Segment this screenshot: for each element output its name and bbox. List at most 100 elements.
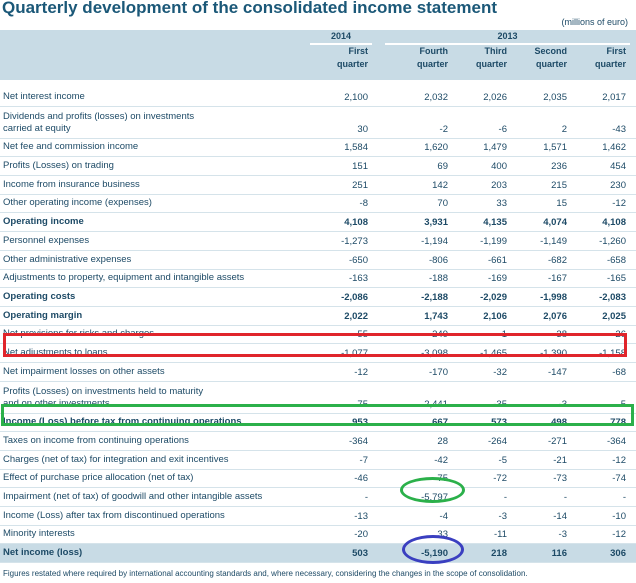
row-label: Operating margin	[3, 309, 83, 321]
cell-value: 573	[491, 417, 507, 429]
cell-value: 2,106	[483, 310, 507, 322]
cell-value: 953	[352, 417, 368, 429]
cell-value: -4	[439, 510, 448, 522]
year-2013: 2013	[385, 31, 630, 45]
column-header-3: Second quarter	[534, 46, 567, 69]
cell-value: -1,194	[421, 235, 448, 247]
blue-ellipse-annotation	[402, 535, 464, 564]
cell-value: 1,743	[424, 310, 448, 322]
cell-value: -2,188	[421, 291, 448, 303]
unit-label: (millions of euro)	[561, 17, 628, 27]
cell-value: -167	[547, 273, 567, 285]
table-row: Income (Loss) before tax from continuing…	[0, 414, 636, 433]
row-label: Income (Loss) before tax from continuing…	[3, 416, 242, 428]
cell-value: -12	[612, 198, 626, 210]
cell-value: 215	[551, 179, 567, 191]
cell-value: 3,931	[424, 217, 448, 229]
cell-value: -1,273	[341, 235, 368, 247]
cell-value: -8	[359, 198, 368, 210]
cell-value: -46	[354, 473, 368, 485]
table-row: Income from insurance business 251 142 203 2…	[0, 176, 636, 195]
cell-value: 15	[556, 198, 567, 210]
cell-value: -147	[547, 366, 567, 378]
cell-value: -6	[498, 123, 507, 135]
cell-value: 306	[610, 548, 626, 560]
cell-value: 230	[610, 179, 626, 191]
row-label: Net impairment losses on other assets	[3, 365, 165, 377]
row-label: Profits (Losses) on investments held to …	[3, 385, 204, 409]
cell-value: -43	[612, 123, 626, 135]
table-row: Minority interests -20 33 -11 -3 -12	[0, 526, 636, 545]
cell-value: -7	[359, 454, 368, 466]
cell-value: -12	[354, 366, 368, 378]
cell-value: -3	[558, 529, 567, 541]
table-row: Effect of purchase price allocation (net…	[0, 470, 636, 489]
cell-value: -1,465	[480, 347, 507, 359]
cell-value: -72	[493, 473, 507, 485]
table-row: Net impairment losses on other assets -12…	[0, 363, 636, 382]
cell-value: 667	[432, 417, 448, 429]
cell-value: -661	[487, 254, 507, 266]
row-label: Other operating income (expenses)	[3, 197, 152, 209]
row-label: Taxes on income from continuing operatio…	[3, 435, 189, 446]
cell-value: -	[503, 492, 507, 504]
table-row: Net interest income 2,100 2,032 2,026 2,035 2…	[0, 88, 636, 107]
cell-value: -3,098	[421, 347, 448, 359]
green-ellipse-annotation	[400, 477, 465, 503]
cell-value: -188	[428, 273, 448, 285]
cell-value: 498	[551, 417, 567, 429]
row-label: Dividends and profits (losses) on invest…	[3, 110, 195, 134]
cell-value: -5	[498, 454, 507, 466]
cell-value: 30	[357, 123, 368, 135]
cell-value: -11	[493, 529, 507, 541]
year-2014: 2014	[310, 31, 372, 45]
cell-value: 2,035	[543, 91, 567, 103]
cell-value: -68	[612, 366, 626, 378]
cell-value: 454	[610, 161, 626, 173]
cell-value: -14	[553, 510, 567, 522]
cell-value: -170	[428, 366, 448, 378]
cell-value: 70	[437, 198, 448, 210]
row-label: Operating income	[3, 216, 84, 228]
cell-value: -13	[354, 510, 368, 522]
row-label: Adjustments to property, equipment and i…	[3, 272, 245, 284]
cell-value: -650	[348, 254, 368, 266]
row-label: Profits (Losses) on trading	[3, 160, 114, 172]
row-label: Net adjustments to loans	[3, 346, 108, 358]
table-row: Personnel expenses -1,273 -1,194 -1,199 -1,1…	[0, 232, 636, 251]
table-row: Net fee and commission income 1,584 1,620 1…	[0, 139, 636, 158]
row-label: Other administrative expenses	[3, 253, 132, 265]
row-label: Personnel expenses	[3, 234, 90, 246]
cell-value: -169	[487, 273, 507, 285]
cell-value: 203	[491, 179, 507, 191]
cell-value: -3	[498, 510, 507, 522]
cell-value: 142	[432, 179, 448, 191]
cell-value: -	[364, 492, 368, 504]
table-row: Net adjustments to loans -1,077 -3,098 -1,4…	[0, 344, 636, 363]
cell-value: -658	[606, 254, 626, 266]
row-label: Income from insurance business	[3, 178, 140, 190]
cell-value: -12	[612, 529, 626, 541]
cell-value: -1,390	[540, 347, 567, 359]
row-label: Income (Loss) after tax from discontinue…	[3, 509, 225, 521]
footnote: Figures restated where required by inter…	[3, 569, 528, 578]
table-row: Profits (Losses) on trading 151 69 400 236 45…	[0, 157, 636, 177]
cell-value: -2	[439, 123, 448, 135]
cell-value: -163	[348, 273, 368, 285]
cell-value: 2,032	[424, 91, 448, 103]
cell-value: -1,149	[540, 235, 567, 247]
row-label: Charges (net of tax) for integration and…	[3, 453, 229, 465]
red-highlight-box	[3, 333, 627, 357]
cell-value: -1,260	[599, 235, 626, 247]
table-body: Net interest income 2,100 2,032 2,026 2,035 2…	[0, 88, 636, 564]
row-label: Net income (loss)	[3, 547, 83, 559]
cell-value: -364	[348, 436, 368, 447]
cell-value: -2,029	[480, 291, 507, 303]
cell-value: -682	[547, 254, 567, 266]
table-row: Net income (loss) 503 -5,190 218 116 306	[0, 544, 636, 564]
cell-value: 4,108	[344, 217, 368, 229]
table-row: Taxes on income from continuing operatio…	[0, 432, 636, 451]
table-row: Other administrative expenses -650 -806 -66…	[0, 251, 636, 270]
row-label: Operating costs	[3, 290, 76, 302]
